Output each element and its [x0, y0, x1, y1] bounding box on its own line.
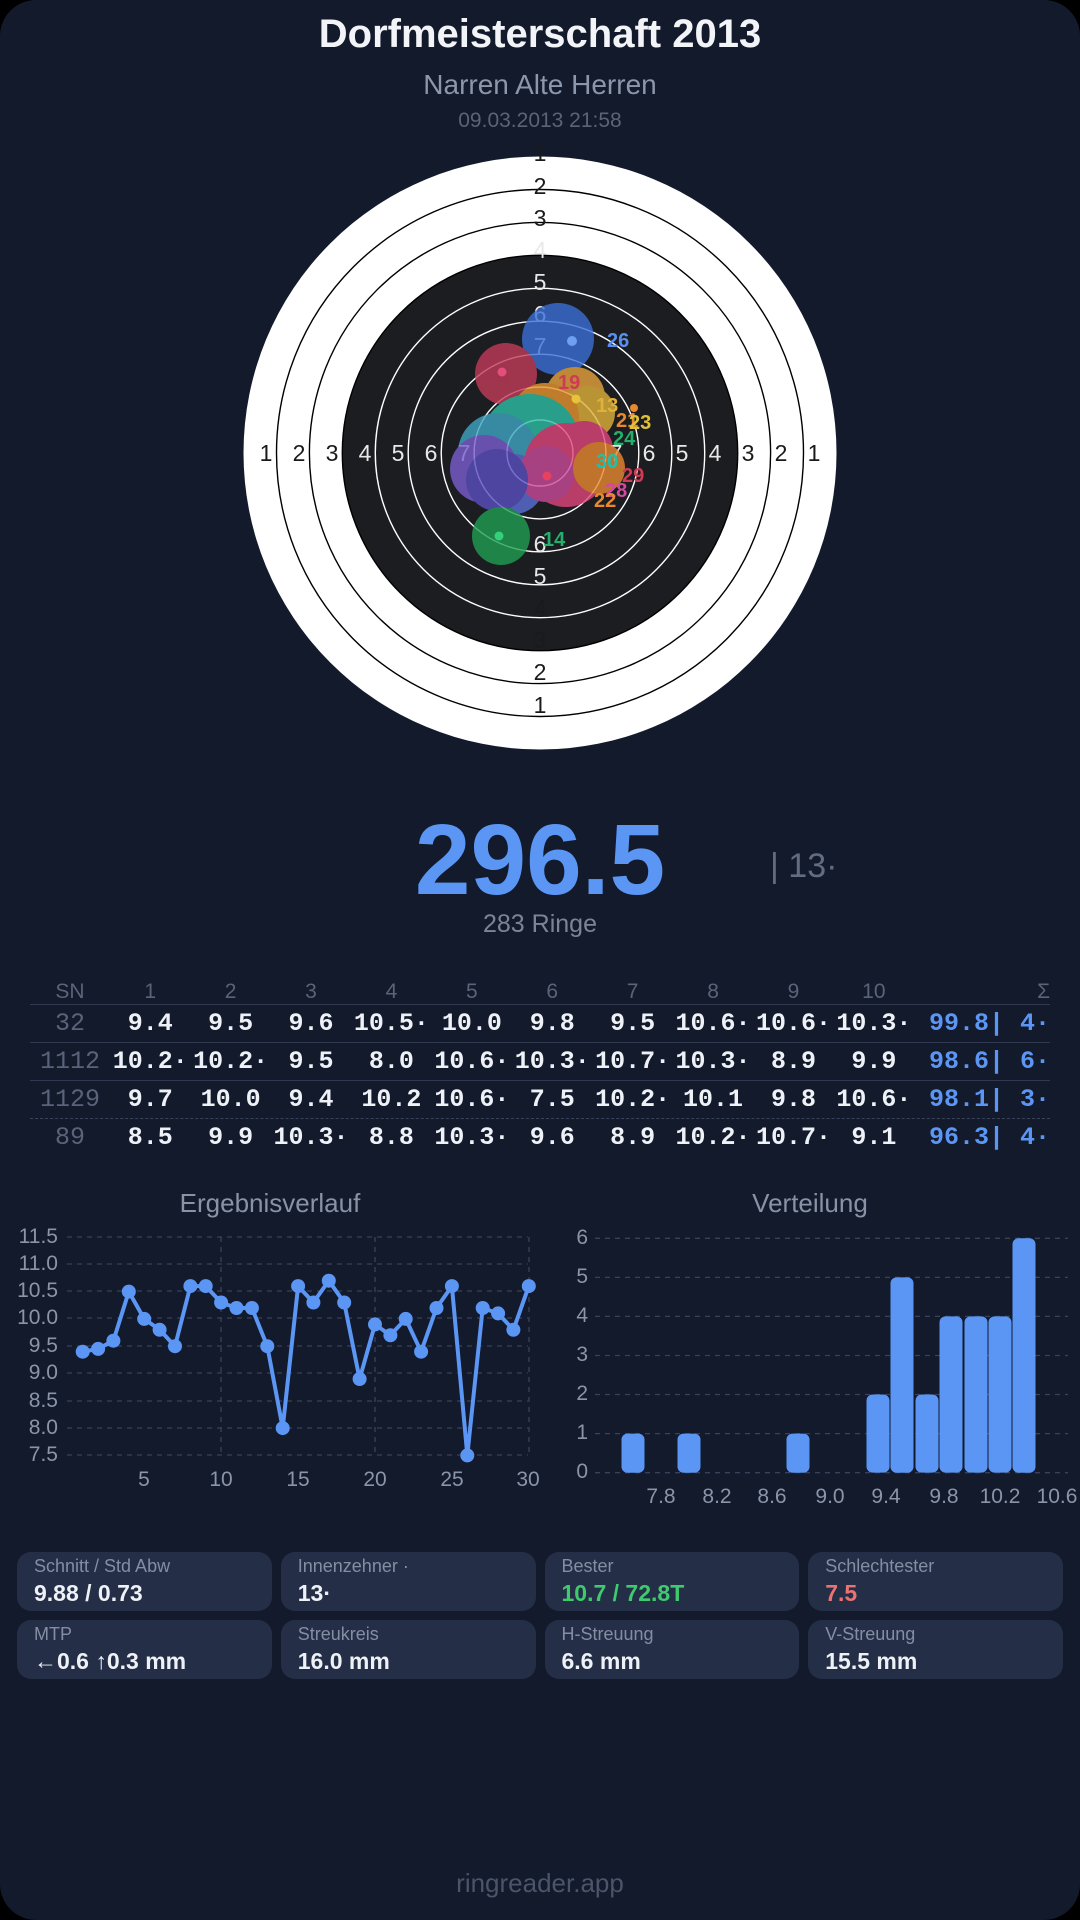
svg-text:10: 10 [209, 1468, 232, 1491]
svg-text:4: 4 [534, 595, 547, 621]
svg-text:8.0: 8.0 [29, 1416, 58, 1439]
svg-text:4: 4 [709, 440, 722, 466]
svg-text:3: 3 [326, 440, 339, 466]
svg-text:10.2: 10.2 [980, 1485, 1021, 1508]
svg-text:2: 2 [293, 440, 306, 466]
svg-text:10.6: 10.6 [1037, 1485, 1078, 1508]
svg-text:3: 3 [534, 627, 547, 653]
svg-text:1: 1 [808, 440, 821, 466]
svg-text:13: 13 [596, 395, 618, 417]
svg-text:3: 3 [742, 440, 755, 466]
svg-text:7.8: 7.8 [646, 1485, 675, 1508]
svg-text:11.0: 11.0 [19, 1252, 58, 1275]
svg-text:0: 0 [576, 1460, 588, 1483]
svg-text:1: 1 [534, 692, 547, 718]
svg-text:2: 2 [775, 440, 788, 466]
svg-text:9.8: 9.8 [929, 1485, 958, 1508]
svg-text:5: 5 [576, 1265, 588, 1288]
svg-text:5: 5 [138, 1468, 150, 1491]
svg-text:1: 1 [576, 1421, 588, 1444]
svg-text:8.5: 8.5 [29, 1389, 58, 1412]
svg-text:30: 30 [516, 1468, 539, 1491]
svg-text:9.0: 9.0 [29, 1361, 58, 1384]
svg-text:8.6: 8.6 [757, 1485, 786, 1508]
svg-text:5: 5 [676, 440, 689, 466]
svg-text:26: 26 [607, 330, 629, 352]
svg-text:19: 19 [558, 372, 580, 394]
svg-text:9.4: 9.4 [871, 1485, 901, 1508]
svg-text:15: 15 [286, 1468, 309, 1491]
svg-text:10.0: 10.0 [17, 1306, 58, 1329]
svg-text:24: 24 [613, 428, 636, 450]
svg-text:20: 20 [363, 1468, 386, 1491]
svg-text:1: 1 [260, 440, 273, 466]
svg-text:4: 4 [576, 1304, 588, 1327]
svg-text:9.5: 9.5 [29, 1334, 58, 1357]
svg-text:30: 30 [596, 451, 618, 473]
svg-text:3: 3 [534, 205, 547, 231]
svg-text:22: 22 [594, 490, 616, 512]
svg-text:10.5: 10.5 [17, 1279, 58, 1302]
svg-text:5: 5 [534, 563, 547, 589]
svg-text:5: 5 [392, 440, 405, 466]
svg-text:Ergebnisverlauf: Ergebnisverlauf [180, 1188, 361, 1218]
svg-text:6: 6 [576, 1226, 588, 1249]
svg-text:8.2: 8.2 [702, 1485, 731, 1508]
svg-text:4: 4 [534, 237, 547, 263]
svg-text:7.5: 7.5 [29, 1443, 58, 1466]
svg-text:5: 5 [534, 269, 547, 295]
svg-text:6: 6 [643, 440, 656, 466]
svg-text:14: 14 [543, 529, 566, 551]
svg-text:2: 2 [576, 1382, 588, 1405]
svg-text:11.5: 11.5 [19, 1225, 58, 1248]
svg-text:1: 1 [534, 140, 547, 166]
svg-text:Verteilung: Verteilung [752, 1188, 868, 1218]
svg-text:25: 25 [440, 1468, 463, 1491]
svg-text:3: 3 [576, 1343, 588, 1366]
svg-text:9.0: 9.0 [815, 1485, 844, 1508]
svg-text:2: 2 [534, 173, 547, 199]
svg-text:4: 4 [359, 440, 372, 466]
svg-text:2: 2 [534, 659, 547, 685]
svg-text:6: 6 [425, 440, 438, 466]
